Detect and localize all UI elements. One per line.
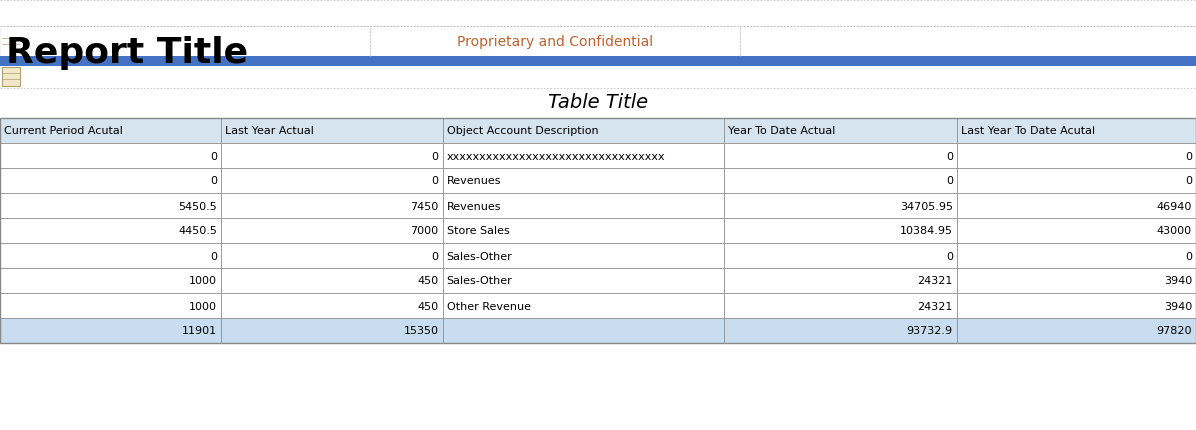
Text: Last Year To Date Acutal: Last Year To Date Acutal bbox=[960, 126, 1094, 136]
Text: Object Account Description: Object Account Description bbox=[446, 126, 598, 136]
Bar bbox=[0, 119, 1196, 343]
Bar bbox=[221, 243, 443, 268]
Bar bbox=[443, 318, 724, 343]
Bar bbox=[443, 243, 724, 268]
Bar bbox=[724, 293, 957, 318]
Bar bbox=[221, 169, 443, 194]
Text: 450: 450 bbox=[417, 276, 439, 286]
Text: Revenues: Revenues bbox=[446, 176, 501, 186]
Bar bbox=[957, 268, 1196, 293]
Bar bbox=[957, 218, 1196, 243]
Bar bbox=[2, 68, 20, 87]
Text: 15350: 15350 bbox=[403, 326, 439, 336]
Bar bbox=[957, 318, 1196, 343]
Text: 24321: 24321 bbox=[917, 276, 953, 286]
Text: Revenues: Revenues bbox=[446, 201, 501, 211]
Bar bbox=[724, 119, 957, 144]
Bar bbox=[221, 218, 443, 243]
Bar bbox=[443, 268, 724, 293]
Text: 10384.95: 10384.95 bbox=[899, 226, 953, 236]
Text: 93732.9: 93732.9 bbox=[907, 326, 953, 336]
Bar bbox=[0, 27, 370, 57]
Text: 0: 0 bbox=[432, 151, 439, 161]
Bar bbox=[724, 144, 957, 169]
Text: 0: 0 bbox=[946, 176, 953, 186]
Text: Current Period Acutal: Current Period Acutal bbox=[4, 126, 123, 136]
Bar bbox=[724, 218, 957, 243]
Text: 0: 0 bbox=[432, 251, 439, 261]
Text: Table Title: Table Title bbox=[548, 93, 648, 112]
Text: 0: 0 bbox=[1185, 251, 1192, 261]
Text: 11901: 11901 bbox=[182, 326, 218, 336]
Bar bbox=[957, 293, 1196, 318]
Bar bbox=[443, 119, 724, 144]
Bar bbox=[0, 268, 221, 293]
Bar bbox=[0, 243, 221, 268]
Text: Proprietary and Confidential: Proprietary and Confidential bbox=[457, 35, 653, 49]
Text: 0: 0 bbox=[1185, 151, 1192, 161]
Bar bbox=[0, 169, 221, 194]
Bar bbox=[443, 144, 724, 169]
Text: 1000: 1000 bbox=[189, 276, 218, 286]
Text: 0: 0 bbox=[210, 251, 218, 261]
Text: Year To Date Actual: Year To Date Actual bbox=[727, 126, 835, 136]
Text: 24321: 24321 bbox=[917, 301, 953, 311]
Text: 97820: 97820 bbox=[1157, 326, 1192, 336]
Bar bbox=[0, 194, 221, 218]
Text: 0: 0 bbox=[432, 176, 439, 186]
Text: 7450: 7450 bbox=[410, 201, 439, 211]
Bar bbox=[443, 218, 724, 243]
Bar bbox=[957, 169, 1196, 194]
Bar bbox=[724, 243, 957, 268]
Bar bbox=[724, 318, 957, 343]
Text: 450: 450 bbox=[417, 301, 439, 311]
Bar bbox=[221, 144, 443, 169]
Bar bbox=[957, 243, 1196, 268]
Text: 0: 0 bbox=[1185, 176, 1192, 186]
Bar bbox=[0, 218, 221, 243]
Bar bbox=[443, 194, 724, 218]
Bar bbox=[221, 194, 443, 218]
Bar bbox=[0, 57, 1196, 67]
Text: 0: 0 bbox=[210, 176, 218, 186]
Bar bbox=[957, 194, 1196, 218]
Bar bbox=[957, 144, 1196, 169]
Text: 4450.5: 4450.5 bbox=[178, 226, 218, 236]
Bar bbox=[0, 318, 221, 343]
Bar bbox=[221, 119, 443, 144]
Text: 0: 0 bbox=[946, 251, 953, 261]
Bar bbox=[2, 31, 20, 53]
Bar bbox=[0, 293, 221, 318]
Text: Store Sales: Store Sales bbox=[446, 226, 509, 236]
Text: 34705.95: 34705.95 bbox=[899, 201, 953, 211]
Text: Report Title: Report Title bbox=[6, 36, 248, 70]
Text: Other Revenue: Other Revenue bbox=[446, 301, 531, 311]
Text: 0: 0 bbox=[946, 151, 953, 161]
Text: 3940: 3940 bbox=[1164, 276, 1192, 286]
Text: xxxxxxxxxxxxxxxxxxxxxxxxxxxxxxxxx: xxxxxxxxxxxxxxxxxxxxxxxxxxxxxxxxx bbox=[446, 151, 665, 161]
Bar bbox=[0, 144, 221, 169]
Bar bbox=[724, 169, 957, 194]
Bar bbox=[443, 293, 724, 318]
Bar bbox=[724, 268, 957, 293]
Bar bbox=[740, 27, 1196, 57]
Bar bbox=[370, 27, 740, 57]
Text: 7000: 7000 bbox=[410, 226, 439, 236]
Text: 46940: 46940 bbox=[1157, 201, 1192, 211]
Bar bbox=[221, 268, 443, 293]
Text: Sales-Other: Sales-Other bbox=[446, 251, 512, 261]
Bar bbox=[724, 194, 957, 218]
Bar bbox=[957, 119, 1196, 144]
Text: 5450.5: 5450.5 bbox=[178, 201, 218, 211]
Bar bbox=[221, 318, 443, 343]
Text: 1000: 1000 bbox=[189, 301, 218, 311]
Text: 3940: 3940 bbox=[1164, 301, 1192, 311]
Bar bbox=[0, 119, 221, 144]
Bar bbox=[443, 169, 724, 194]
Text: 0: 0 bbox=[210, 151, 218, 161]
Bar bbox=[221, 293, 443, 318]
Text: Last Year Actual: Last Year Actual bbox=[225, 126, 315, 136]
Text: Sales-Other: Sales-Other bbox=[446, 276, 512, 286]
Text: 43000: 43000 bbox=[1157, 226, 1192, 236]
